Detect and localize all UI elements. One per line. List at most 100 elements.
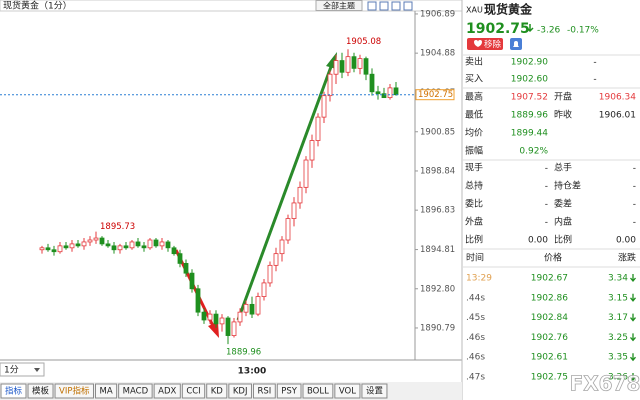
candle-body — [213, 313, 219, 325]
bell-icon — [513, 41, 519, 47]
high-annotation: 1905.08 — [346, 37, 381, 47]
candle-body — [357, 58, 363, 69]
trade-price: 1902.67 — [531, 274, 568, 284]
high-annotation: 1895.73 — [100, 222, 135, 232]
quote-value: - — [633, 182, 636, 192]
candle-body — [273, 253, 279, 266]
candle-body — [381, 93, 387, 99]
tab-label: PSY — [281, 387, 298, 397]
tab[interactable] — [361, 383, 388, 399]
quote-value: 1902.60 — [511, 75, 548, 85]
candle-body — [183, 263, 189, 274]
tab-label: KD — [211, 387, 224, 397]
candle-body — [159, 241, 165, 247]
candle-body — [321, 95, 327, 118]
y-tick-label: 1894.81 — [420, 245, 455, 255]
quote-value: 1889.96 — [511, 111, 548, 121]
candle-body — [117, 245, 123, 251]
tab-label: KDJ — [233, 387, 248, 397]
tab[interactable] — [181, 383, 206, 399]
trade-arrow — [630, 373, 636, 382]
chart-title: 现货黄金（1分） — [3, 0, 72, 12]
candle-body — [339, 60, 345, 73]
y-tick-label: 1896.83 — [420, 206, 455, 216]
candle-body — [207, 313, 213, 321]
quote-value: 1907.52 — [511, 93, 548, 103]
candle-body — [39, 247, 45, 251]
symbol: XAU — [466, 6, 483, 15]
candle-body — [309, 140, 315, 161]
quote-value: 1899.44 — [511, 129, 548, 139]
candle-body — [105, 243, 111, 247]
trade-change: 3.35 — [608, 353, 628, 363]
tab[interactable] — [0, 383, 27, 399]
low-annotation: 1889.96 — [226, 348, 261, 358]
quote-label: 振幅 — [465, 145, 483, 157]
tab[interactable] — [206, 383, 228, 399]
candle-body — [69, 243, 75, 249]
instrument-name: 现货黄金 — [484, 2, 533, 17]
trade-change: 3.25 — [608, 333, 628, 343]
candle-body — [267, 264, 273, 284]
quote-value: - — [633, 200, 636, 210]
tab[interactable] — [54, 383, 94, 399]
theme-button-label: 全部主题 — [323, 1, 355, 11]
quote-label: 比例 — [554, 234, 572, 246]
candle-body — [279, 239, 285, 255]
quote-value: 0.00 — [528, 236, 548, 246]
tab[interactable] — [27, 383, 54, 399]
candle-body — [363, 58, 369, 75]
quote-label: 买入 — [465, 74, 483, 85]
candle-body — [387, 87, 393, 99]
quote-value: 1906.34 — [599, 93, 636, 103]
quote-label: 昨收 — [554, 109, 572, 121]
trade-time: .46s — [466, 333, 485, 343]
candle-body — [93, 237, 99, 241]
tab[interactable] — [228, 383, 252, 399]
candle-body — [51, 249, 57, 253]
candle-body — [111, 245, 117, 251]
remove-label: 移除 — [484, 39, 502, 50]
candle-body — [375, 91, 381, 95]
candle-body — [393, 87, 399, 96]
heart-icon — [474, 40, 482, 47]
candle-body — [177, 253, 183, 264]
tab[interactable] — [302, 383, 334, 399]
quote-label: 卖出 — [465, 56, 483, 68]
tab-label: BOLL — [307, 387, 329, 397]
y-tick-label: 1898.84 — [420, 166, 455, 176]
quote-value: 0.00 — [616, 236, 636, 246]
tab[interactable] — [94, 383, 118, 399]
tab[interactable] — [118, 383, 153, 399]
tab[interactable] — [334, 383, 361, 399]
change-percent: -0.17% — [567, 26, 599, 36]
trade-header: 时间 — [466, 252, 484, 264]
candle-body — [237, 311, 243, 323]
panel-separators — [462, 54, 640, 268]
period-select[interactable] — [0, 362, 45, 377]
current-price-box — [415, 89, 455, 101]
candle-body — [351, 56, 357, 69]
quote-value: - — [633, 218, 636, 228]
trade-price: 1902.76 — [531, 333, 568, 343]
trade-arrow — [630, 274, 636, 283]
candle-body — [87, 239, 93, 243]
trade-arrow — [630, 333, 636, 342]
quote-value: 1906.01 — [599, 111, 636, 121]
quote-label: 内盘 — [554, 216, 572, 228]
quote-value: 0.92% — [519, 147, 548, 157]
theme-button[interactable] — [315, 0, 363, 11]
tab[interactable] — [276, 383, 302, 399]
candle-body — [189, 272, 195, 290]
trade-price: 1902.75 — [531, 373, 568, 383]
toolbar-icons[interactable] — [367, 1, 413, 11]
candle-body — [243, 303, 249, 313]
tab-label: MACD — [123, 387, 149, 397]
tab[interactable] — [252, 383, 276, 399]
tab[interactable] — [153, 383, 181, 399]
quote-label: 持仓差 — [554, 180, 581, 192]
candle-body — [123, 245, 129, 249]
tab-label: 指标 — [5, 386, 23, 397]
